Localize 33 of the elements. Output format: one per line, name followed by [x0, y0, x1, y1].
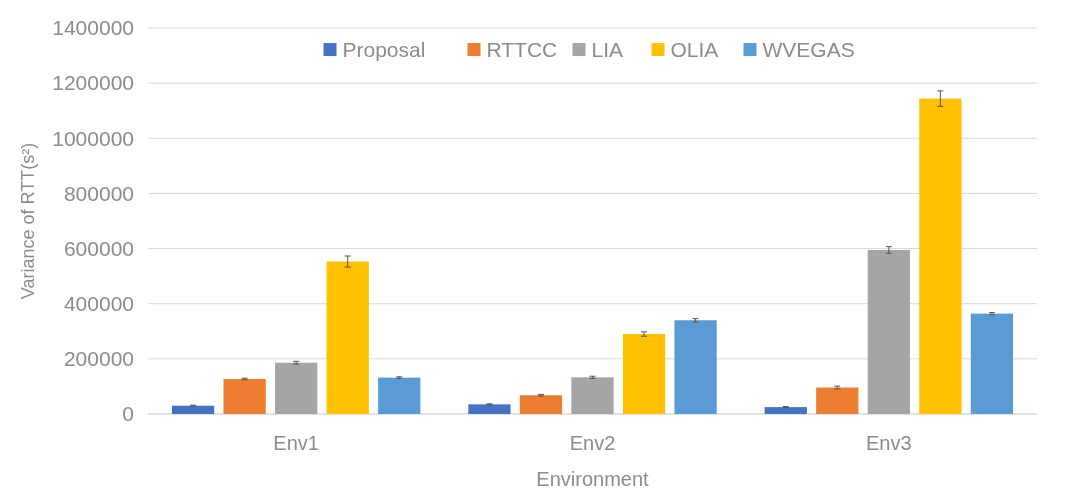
legend-label: Proposal: [342, 38, 426, 62]
x-tick-label: Env1: [273, 432, 319, 454]
legend-label: RTTCC: [486, 38, 558, 62]
y-tick-label: 400000: [63, 292, 134, 316]
x-axis-title: Environment: [536, 468, 650, 490]
bar: [867, 249, 910, 414]
bar: [674, 320, 717, 414]
bar: [519, 395, 563, 414]
y-tick-label: 0: [122, 402, 134, 426]
x-tick-label: Env2: [569, 432, 616, 454]
bar: [622, 334, 666, 414]
bar: [275, 362, 318, 414]
legend-label: WVEGAS: [762, 38, 855, 62]
y-tick-label: 800000: [63, 181, 134, 205]
y-tick-label: 600000: [63, 236, 134, 260]
bar: [326, 261, 369, 414]
x-tick-label: Env3: [866, 432, 912, 454]
y-tick-label: 200000: [63, 347, 134, 371]
bar: [378, 377, 421, 414]
bar: [468, 404, 511, 414]
legend-label: OLIA: [670, 38, 719, 62]
legend-label: LIA: [591, 38, 624, 62]
bar: [171, 405, 215, 414]
bar: [816, 387, 859, 414]
bar: [223, 378, 266, 414]
y-tick-label: 1400000: [52, 16, 134, 40]
bar: [970, 313, 1014, 414]
bar: [764, 407, 807, 414]
y-tick-label: 1200000: [52, 71, 134, 95]
bar: [571, 377, 614, 414]
y-tick-label: 1000000: [52, 126, 134, 150]
y-axis-title: Variance of RTT(s²): [18, 142, 38, 300]
bar: [919, 98, 962, 414]
